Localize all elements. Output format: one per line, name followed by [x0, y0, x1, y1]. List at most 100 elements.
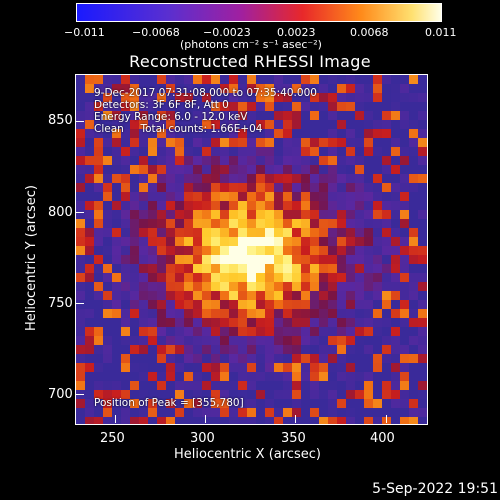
- image-pixel: [175, 345, 184, 354]
- image-pixel: [175, 129, 184, 138]
- image-pixel: [310, 192, 319, 201]
- image-pixel: [256, 318, 265, 327]
- image-pixel: [265, 84, 274, 93]
- image-pixel: [247, 192, 256, 201]
- image-pixel: [121, 273, 130, 282]
- image-pixel: [310, 345, 319, 354]
- image-pixel: [274, 165, 283, 174]
- image-pixel: [94, 264, 103, 273]
- image-pixel: [409, 147, 418, 156]
- image-pixel: [238, 174, 247, 183]
- image-pixel: [157, 75, 166, 84]
- image-pixel: [256, 165, 265, 174]
- image-pixel: [211, 417, 220, 424]
- image-pixel: [121, 228, 130, 237]
- image-pixel: [274, 372, 283, 381]
- image-pixel: [355, 345, 364, 354]
- image-pixel: [310, 318, 319, 327]
- image-pixel: [94, 165, 103, 174]
- image-pixel: [94, 84, 103, 93]
- image-pixel: [274, 282, 283, 291]
- image-pixel: [130, 219, 139, 228]
- image-pixel: [94, 219, 103, 228]
- image-pixel: [121, 282, 130, 291]
- image-pixel: [76, 120, 85, 129]
- image-pixel: [409, 102, 418, 111]
- image-pixel: [337, 129, 346, 138]
- image-pixel: [256, 282, 265, 291]
- image-pixel: [103, 354, 112, 363]
- image-pixel: [94, 390, 103, 399]
- image-pixel: [112, 111, 121, 120]
- image-pixel: [193, 183, 202, 192]
- image-pixel: [130, 156, 139, 165]
- image-pixel: [202, 210, 211, 219]
- image-pixel: [265, 354, 274, 363]
- image-pixel: [121, 300, 130, 309]
- image-pixel: [355, 228, 364, 237]
- image-pixel: [391, 336, 400, 345]
- image-pixel: [130, 75, 139, 84]
- image-pixel: [112, 399, 121, 408]
- image-pixel: [337, 363, 346, 372]
- image-pixel: [121, 219, 130, 228]
- image-pixel: [247, 75, 256, 84]
- image-pixel: [337, 291, 346, 300]
- image-pixel: [112, 273, 121, 282]
- image-pixel: [193, 237, 202, 246]
- image-pixel: [193, 192, 202, 201]
- image-pixel: [382, 273, 391, 282]
- image-pixel: [373, 300, 382, 309]
- y-tick: 850: [48, 113, 73, 128]
- image-pixel: [391, 138, 400, 147]
- image-pixel: [418, 84, 427, 93]
- image-pixel: [193, 111, 202, 120]
- image-pixel: [103, 309, 112, 318]
- image-pixel: [112, 138, 121, 147]
- image-pixel: [382, 318, 391, 327]
- image-pixel: [265, 381, 274, 390]
- image-pixel: [112, 129, 121, 138]
- image-pixel: [373, 111, 382, 120]
- image-pixel: [337, 93, 346, 102]
- image-pixel: [283, 327, 292, 336]
- image-pixel: [400, 111, 409, 120]
- image-pixel: [211, 345, 220, 354]
- x-tick-mark: [115, 415, 116, 423]
- image-pixel: [94, 309, 103, 318]
- image-pixel: [166, 327, 175, 336]
- y-tick: 800: [48, 205, 73, 220]
- image-pixel: [139, 372, 148, 381]
- image-pixel: [292, 75, 301, 84]
- image-pixel: [103, 273, 112, 282]
- image-pixel: [310, 129, 319, 138]
- image-pixel: [328, 399, 337, 408]
- image-pixel: [382, 327, 391, 336]
- image-pixel: [211, 192, 220, 201]
- image-pixel: [355, 102, 364, 111]
- image-pixel: [130, 327, 139, 336]
- image-pixel: [328, 381, 337, 390]
- image-pixel: [94, 255, 103, 264]
- image-pixel: [238, 417, 247, 424]
- image-pixel: [409, 255, 418, 264]
- image-pixel: [400, 345, 409, 354]
- image-pixel: [148, 336, 157, 345]
- image-pixel: [121, 192, 130, 201]
- image-pixel: [274, 93, 283, 102]
- image-pixel: [391, 417, 400, 424]
- image-pixel: [373, 75, 382, 84]
- image-pixel: [184, 84, 193, 93]
- image-pixel: [346, 363, 355, 372]
- image-pixel: [121, 84, 130, 93]
- image-pixel: [202, 111, 211, 120]
- image-pixel: [355, 309, 364, 318]
- image-pixel: [265, 264, 274, 273]
- image-pixel: [400, 192, 409, 201]
- image-pixel: [418, 336, 427, 345]
- image-pixel: [373, 327, 382, 336]
- image-pixel: [121, 264, 130, 273]
- image-pixel: [256, 120, 265, 129]
- image-pixel: [373, 354, 382, 363]
- image-pixel: [76, 210, 85, 219]
